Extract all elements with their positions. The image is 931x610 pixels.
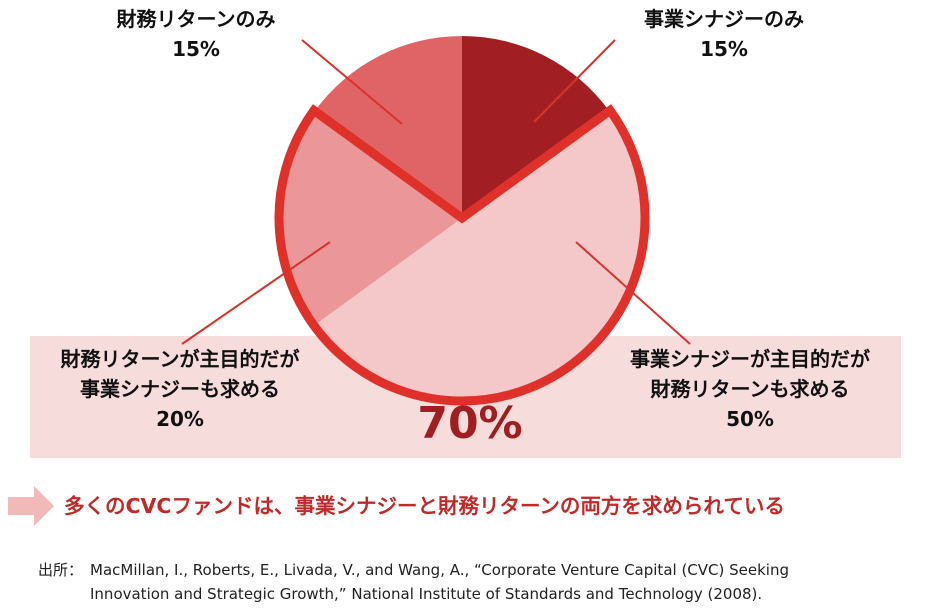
source-line-2: Innovation and Strategic Growth,” Nation… xyxy=(90,585,763,603)
source-key: 出所： xyxy=(38,561,84,579)
highlight-total-label: 70% xyxy=(417,398,523,449)
pie-slice-finance-main xyxy=(280,111,462,325)
source-line-1: MacMillan, I., Roberts, E., Livada, V., … xyxy=(90,561,789,579)
leader-line-finance-main xyxy=(181,241,331,345)
slice-label-finance-only: 財務リターンのみ 15% xyxy=(116,7,276,61)
slice-label-synergy-only: 事業シナジーのみ 15% xyxy=(644,7,804,61)
source-note: 出所： MacMillan, I., Roberts, E., Livada, V… xyxy=(38,558,789,606)
slice-label-synergy-main: 事業シナジーが主目的だが 財務リターンも求める 50% xyxy=(630,347,870,431)
leader-line-synergy-main xyxy=(575,241,691,345)
leader-line-synergy-only xyxy=(533,39,616,123)
conclusion-text: 多くのCVCファンドは、事業シナジーと財務リターンの両方を求められている xyxy=(64,494,785,518)
arrow-right-icon xyxy=(8,486,54,526)
highlight-outline xyxy=(274,104,650,406)
pie-chart xyxy=(181,36,691,406)
pie-slice-synergy-only xyxy=(462,36,610,218)
pie-slice-synergy-main xyxy=(314,111,645,401)
leader-line-finance-only xyxy=(301,39,403,125)
leader-lines xyxy=(181,39,691,345)
pie-slices xyxy=(280,36,645,401)
slice-label-finance-main: 財務リターンが主目的だが 事業シナジーも求める 20% xyxy=(60,347,300,431)
